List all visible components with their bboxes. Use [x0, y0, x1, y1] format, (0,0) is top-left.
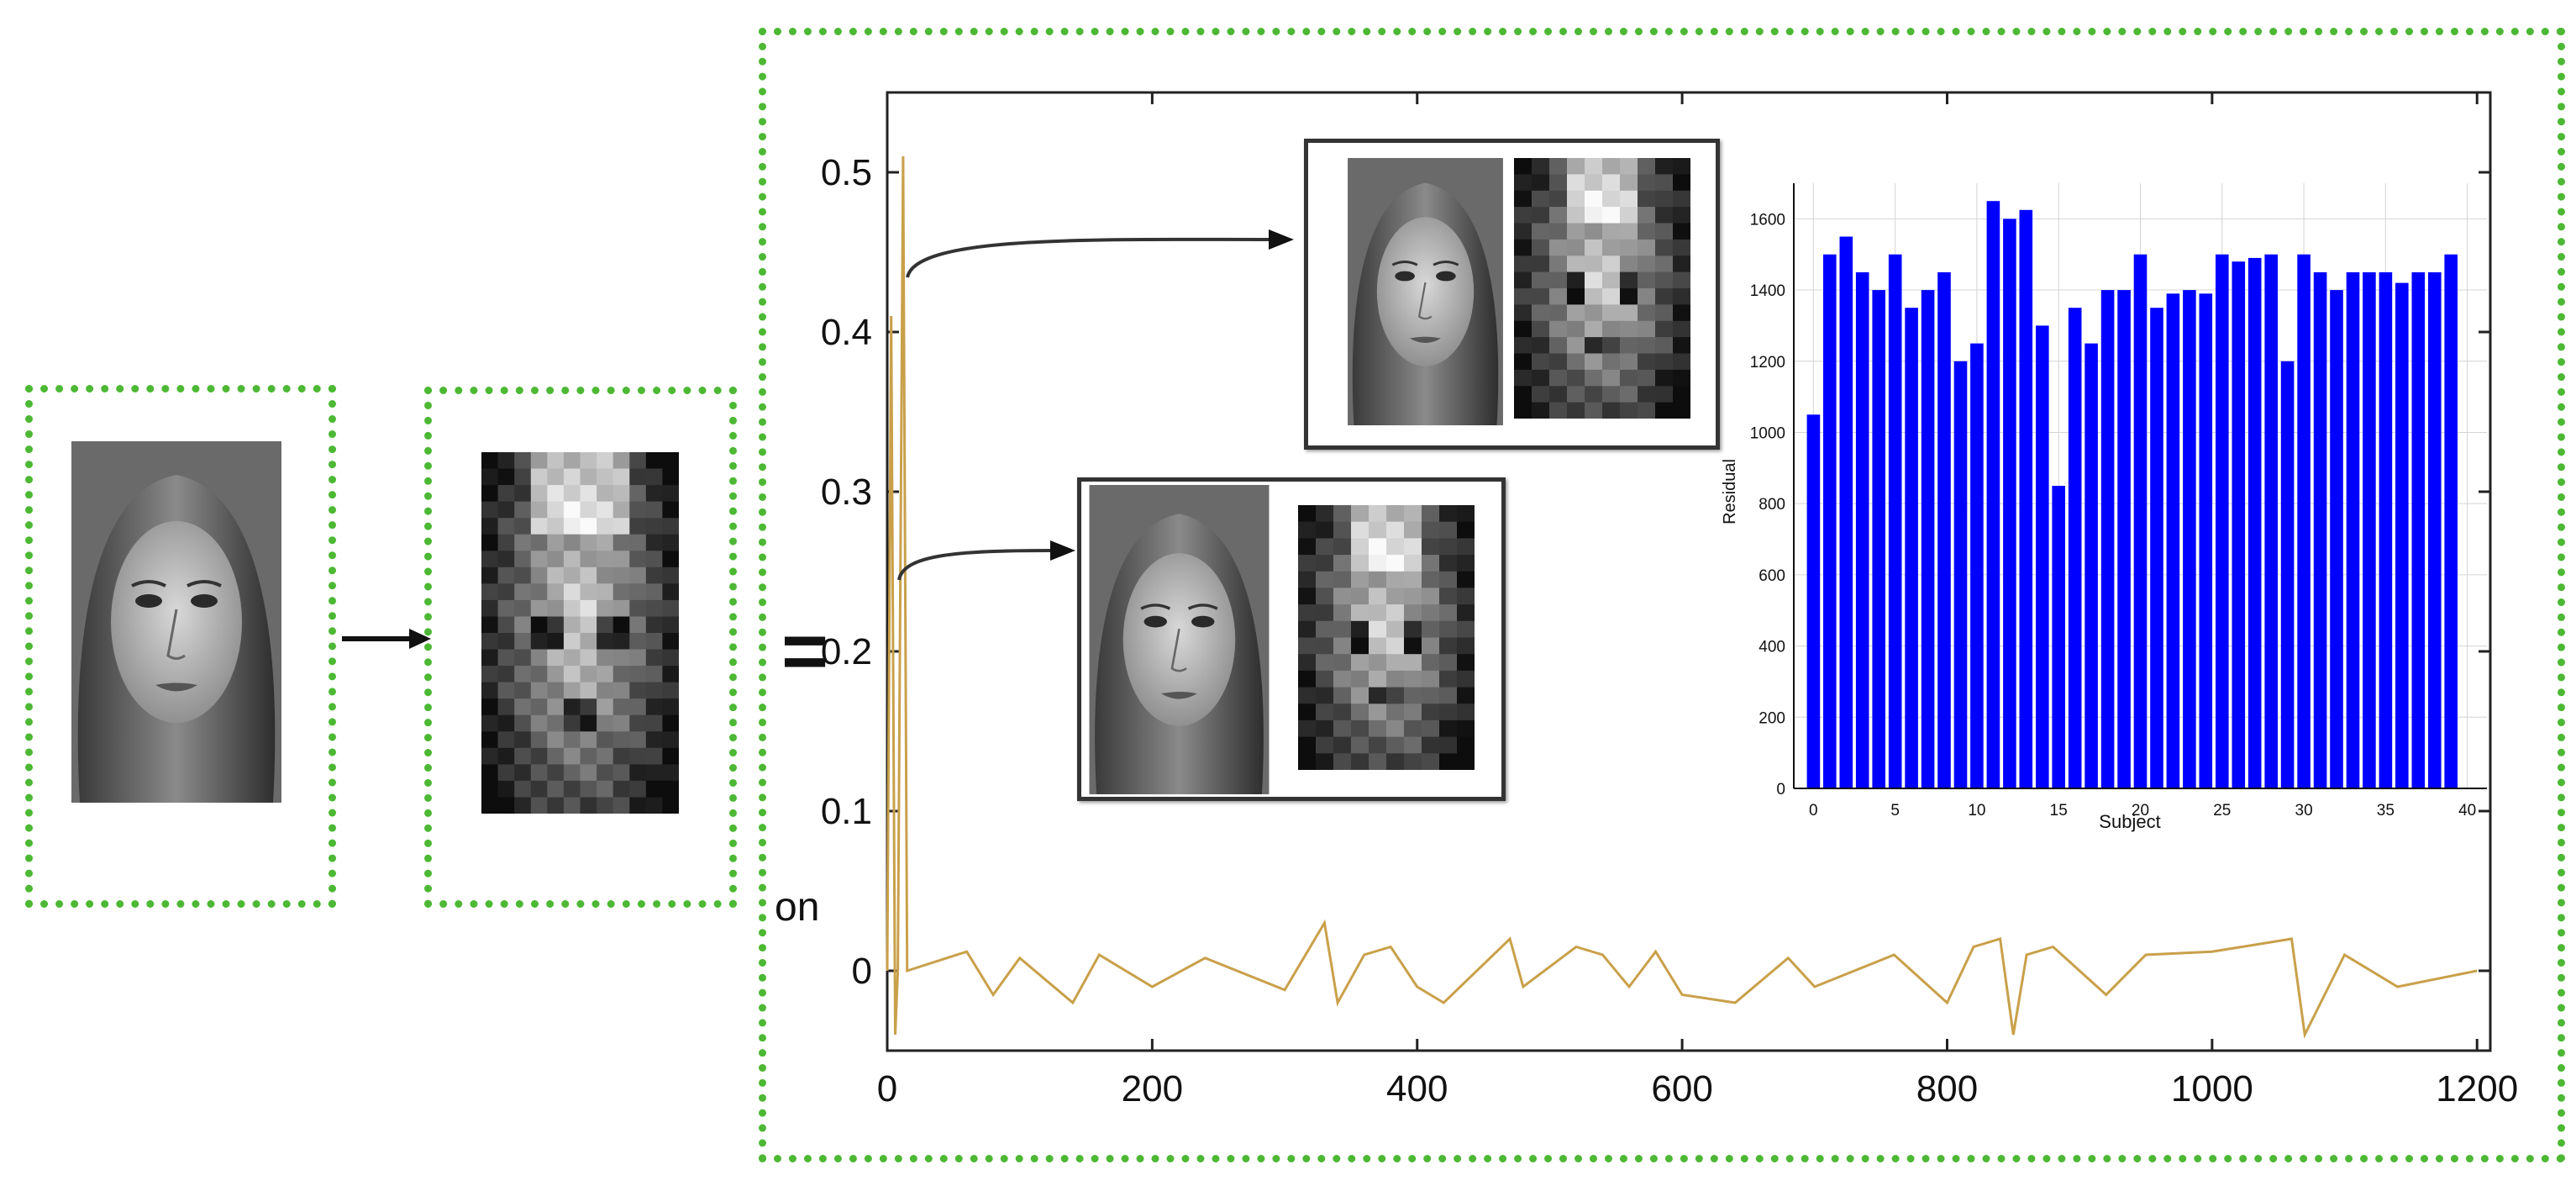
- bar-x-tick-label: 35: [2377, 802, 2395, 819]
- bar: [2280, 361, 2295, 788]
- top-match-pixelated: [1514, 158, 1690, 419]
- y-tick-label: 0.1: [821, 791, 872, 832]
- bar: [2019, 209, 2033, 789]
- bar: [1986, 201, 2000, 788]
- bar: [2003, 219, 2016, 788]
- x-tick-label: 400: [1386, 1068, 1448, 1109]
- bar: [2428, 271, 2442, 788]
- bar: [1872, 290, 1885, 789]
- bar-x-tick-label: 5: [1890, 802, 1900, 819]
- on-label: on: [775, 885, 820, 930]
- bar: [2264, 254, 2278, 788]
- bar: [2084, 343, 2098, 789]
- bar-y-tick-label: 200: [1759, 709, 1785, 727]
- bar-x-tick-label: 10: [1968, 802, 1985, 819]
- bar: [2117, 290, 2131, 789]
- bar-y-tick-label: 1000: [1750, 424, 1785, 442]
- bar: [2313, 271, 2327, 788]
- bar: [1970, 343, 1984, 789]
- bar-x-tick-label: 20: [2132, 802, 2149, 819]
- bar-x-tick-label: 25: [2213, 802, 2231, 819]
- x-tick-label: 200: [1122, 1068, 1183, 1109]
- residual-bar-chart: 0 200 400 600 800 1000 1200 1400 1600 0 5 10 15 20 25 3…: [1721, 183, 2487, 832]
- top-match-photo: [1348, 158, 1503, 425]
- bar-y-tick-label: 1200: [1750, 354, 1785, 372]
- bottom-match-pixelated: [1298, 505, 1475, 770]
- bar: [2330, 290, 2343, 789]
- bar: [1905, 308, 1918, 788]
- equals-sign: =: [781, 606, 829, 696]
- pixelated-face: [481, 452, 679, 814]
- bar: [2036, 325, 2049, 788]
- top-annotation-arrow: [906, 237, 1270, 278]
- right-arrow-icon: [342, 629, 431, 649]
- top-arrowhead-icon: [1269, 229, 1294, 250]
- y-tick-label: 0.5: [821, 152, 872, 193]
- bar: [2363, 271, 2376, 788]
- bar-x-tick-label: 0: [1809, 802, 1818, 819]
- bar: [1806, 414, 1821, 788]
- bar: [2444, 254, 2458, 788]
- bar-y-tick-label: 1400: [1750, 282, 1785, 300]
- bar: [2411, 271, 2426, 788]
- bar: [2199, 293, 2213, 788]
- bar: [1855, 271, 1869, 788]
- x-tick-label: 0: [877, 1068, 897, 1109]
- bar-y-tick-label: 0: [1776, 781, 1785, 798]
- x-tick-label: 600: [1651, 1068, 1712, 1109]
- bar: [1888, 254, 1902, 788]
- bar: [1823, 254, 1837, 788]
- x-tick-label: 1200: [2436, 1068, 2518, 1109]
- bar-ylabel: Residual: [1721, 459, 1739, 524]
- bar: [2133, 254, 2148, 788]
- pixelated-face-frame: [424, 387, 737, 908]
- bar-y-tick-label: 1600: [1750, 211, 1785, 229]
- bottom-match-inset: [1077, 477, 1506, 801]
- bar: [2395, 282, 2409, 789]
- bar: [1921, 290, 1935, 789]
- bar: [2068, 308, 2082, 788]
- bar-x-tick-label: 30: [2295, 802, 2313, 819]
- bar-x-tick-label: 40: [2458, 802, 2476, 819]
- series-line: [886, 155, 2478, 1040]
- result-frame: [759, 28, 2565, 1162]
- bar: [2346, 271, 2360, 788]
- bar-y-tick-label: 400: [1759, 639, 1785, 656]
- bar: [1839, 236, 1853, 788]
- bar: [2150, 308, 2163, 788]
- x-tick-label: 800: [1916, 1068, 1978, 1109]
- bar-x-tick-label: 15: [2050, 802, 2068, 819]
- bar-y-tick-label: 600: [1759, 567, 1785, 585]
- bar-y-tick-label: 800: [1759, 496, 1785, 514]
- input-face-photo: [71, 441, 281, 803]
- bottom-arrowhead-icon: [1050, 540, 1075, 561]
- bar: [1937, 271, 1951, 788]
- top-match-inset: [1304, 139, 1720, 450]
- bar: [2297, 254, 2311, 788]
- y-tick-label: 0.4: [821, 312, 872, 353]
- bar: [2379, 271, 2393, 788]
- bar: [1953, 361, 1968, 788]
- bar: [2247, 257, 2262, 788]
- input-face-frame: [25, 385, 336, 908]
- bottom-match-photo: [1089, 485, 1270, 794]
- bar: [2232, 261, 2246, 788]
- x-tick-label: 1000: [2171, 1068, 2253, 1109]
- bar: [2216, 254, 2229, 788]
- bottom-annotation-arrow: [897, 549, 1051, 581]
- bar: [2052, 486, 2065, 788]
- bar: [2100, 290, 2115, 789]
- bar-xlabel: Subject: [2099, 811, 2160, 832]
- y-tick-label: 0.3: [821, 472, 872, 513]
- bar: [2183, 290, 2196, 789]
- bar: [2166, 293, 2180, 788]
- y-tick-label: 0: [852, 951, 872, 992]
- y-tick-label: 0.2: [821, 631, 872, 672]
